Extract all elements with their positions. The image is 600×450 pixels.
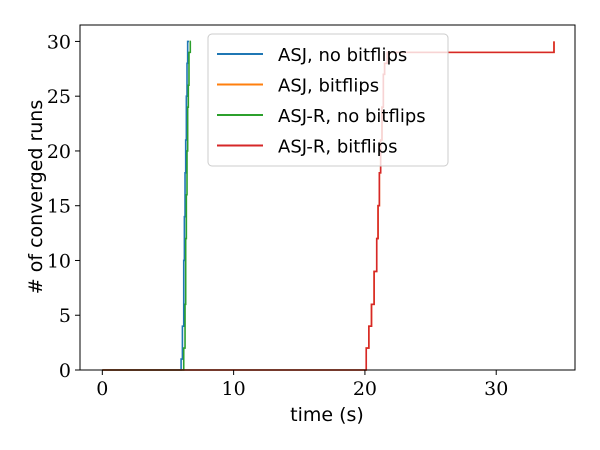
y-axis-label: # of converged runs [25,100,47,294]
x-tick-label: 20 [353,378,377,400]
y-tick-label: 10 [47,250,71,272]
axes-border [79,24,576,371]
x-axis-label: time (s) [290,404,364,426]
x-tick-label: 0 [96,378,108,400]
x-axis-ticks: 0 10 20 30 [96,370,508,400]
y-tick-label: 15 [47,196,71,218]
legend-label: ASJ, no bitflips [278,45,407,66]
x-tick-label: 30 [484,378,508,400]
series-line-1 [102,40,189,371]
y-tick-label: 30 [47,31,71,53]
y-tick-label: 25 [47,86,71,108]
x-tick-label: 10 [222,378,246,400]
legend-label: ASJ-R, bitflips [278,137,397,158]
y-tick-label: 20 [47,141,71,163]
y-axis-ticks: 0 5 10 15 20 25 30 [47,31,80,382]
y-tick-label: 5 [59,305,71,327]
legend-box [207,33,449,167]
series-line-3 [102,40,192,371]
legend-label: ASJ-R, no bitflips [278,106,426,127]
legend: ASJ, no bitflips ASJ, bitflips ASJ-R, no b… [207,33,449,167]
legend-label: ASJ, bitflips [278,76,379,97]
y-tick-label: 0 [59,360,71,382]
axes-frame [79,24,576,371]
